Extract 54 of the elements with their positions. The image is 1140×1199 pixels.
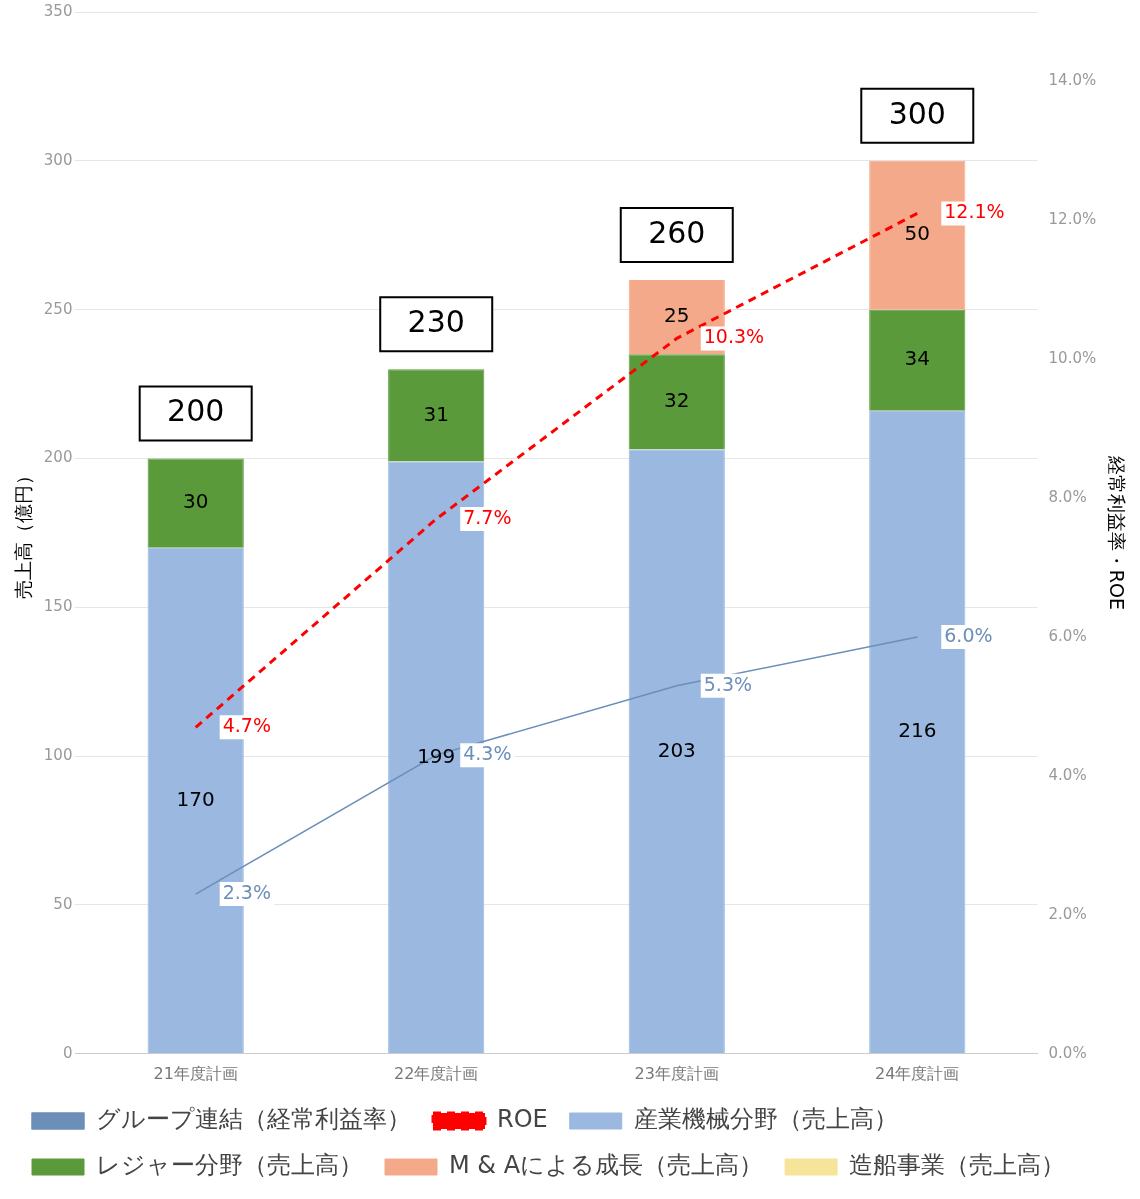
legend-label: M & Aによる成長（売上高） [449, 1151, 764, 1180]
data-label: 2.3% [222, 880, 271, 903]
legend-label: グループ連結（経常利益率） [96, 1105, 411, 1134]
y2-tick-label: 6.0% [1048, 626, 1087, 645]
y-axis-title: 売上高（億円） [12, 466, 35, 600]
y2-tick-label: 0.0% [1048, 1043, 1087, 1062]
y2-tick-label: 14.0% [1048, 71, 1097, 90]
legend-label: レジャー分野（売上高） [96, 1151, 363, 1180]
data-label: 30 [182, 489, 209, 514]
x-tick-label: 21年度計画 [153, 1063, 238, 1083]
data-label: 12.1% [944, 200, 1005, 223]
data-label: 25 [664, 303, 690, 328]
legend-label: 産業機械分野（売上高） [633, 1105, 898, 1134]
data-label: 32 [664, 388, 690, 413]
data-label: 199 [417, 743, 456, 768]
y2-tick-label: 12.0% [1048, 210, 1097, 229]
data-label: 5.3% [703, 672, 753, 695]
y-tick-label: 200 [43, 448, 73, 467]
data-label: 170 [176, 786, 215, 811]
total-label: 260 [648, 214, 706, 250]
x-tick-label: 22年度計画 [394, 1063, 479, 1083]
data-label: 7.7% [463, 505, 512, 528]
y-tick-label: 0 [62, 1043, 73, 1062]
y-tick-label: 300 [43, 150, 73, 169]
data-label: 203 [657, 737, 696, 762]
bar [869, 309, 966, 411]
y2-tick-label: 2.0% [1048, 904, 1087, 923]
data-label: 10.3% [703, 325, 765, 348]
x-tick-label: 24年度計画 [875, 1063, 960, 1083]
y2-tick-label: 10.0% [1048, 349, 1097, 368]
y-tick-label: 150 [43, 597, 73, 616]
total-label: 230 [407, 303, 465, 339]
legend-label: ROE [497, 1105, 548, 1134]
y2-axis-title: 経常利益率・ROE [1105, 454, 1128, 610]
bar [628, 354, 725, 450]
bar [147, 458, 244, 548]
x-tick-label: 23年度計画 [634, 1063, 719, 1083]
total-label: 300 [888, 95, 946, 131]
y-tick-label: 50 [53, 894, 73, 913]
data-label: 31 [423, 401, 449, 426]
legend-label: 造船事業（売上高） [849, 1151, 1066, 1180]
y-tick-label: 250 [43, 299, 73, 318]
data-label: 4.3% [463, 742, 512, 765]
data-label: 4.7% [222, 714, 271, 737]
y-tick-label: 350 [43, 1, 73, 20]
total-label: 200 [167, 393, 225, 429]
bar [388, 369, 485, 462]
y2-tick-label: 4.0% [1048, 765, 1087, 784]
y-tick-label: 100 [43, 746, 73, 765]
data-label: 216 [898, 718, 937, 743]
data-label: 34 [904, 346, 931, 371]
data-label: 6.0% [944, 624, 993, 647]
data-label: 50 [904, 221, 931, 246]
y2-tick-label: 8.0% [1048, 488, 1087, 507]
